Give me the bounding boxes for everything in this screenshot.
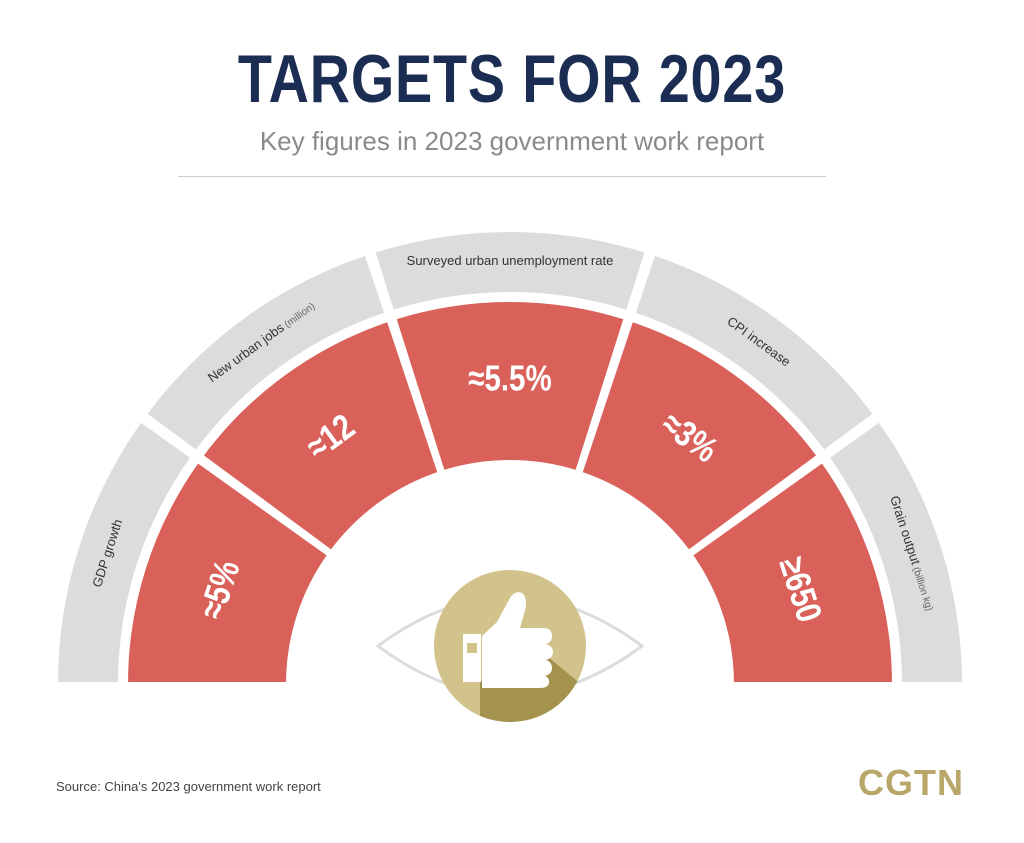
value-segment-new-urban-jobs xyxy=(198,317,443,555)
page-title: TARGETS FOR 2023 xyxy=(237,41,787,117)
value-segment-unemployment-rate xyxy=(391,298,629,475)
value-segment-cpi-increase xyxy=(577,317,822,555)
title-divider xyxy=(178,176,826,177)
value-segment-gdp-growth xyxy=(123,457,333,686)
cgtn-logo: CGTN xyxy=(858,762,964,803)
page-subtitle: Key figures in 2023 government work repo… xyxy=(259,126,765,156)
label-segment-new-urban-jobs xyxy=(142,250,390,456)
value-segment-grain-output xyxy=(687,457,897,686)
target-label-unemployment-rate: Surveyed urban unemployment rate xyxy=(407,253,614,268)
label-segment-unemployment-rate xyxy=(370,228,650,315)
target-value-unemployment-rate: ≈5.5% xyxy=(468,358,551,398)
source-note: Source: China's 2023 government work rep… xyxy=(56,779,321,794)
thumbs-up-eye-icon xyxy=(375,570,645,722)
label-segment-grain-output xyxy=(824,417,967,686)
label-segment-cpi-increase xyxy=(630,250,878,456)
label-segment-gdp-growth xyxy=(53,417,196,686)
